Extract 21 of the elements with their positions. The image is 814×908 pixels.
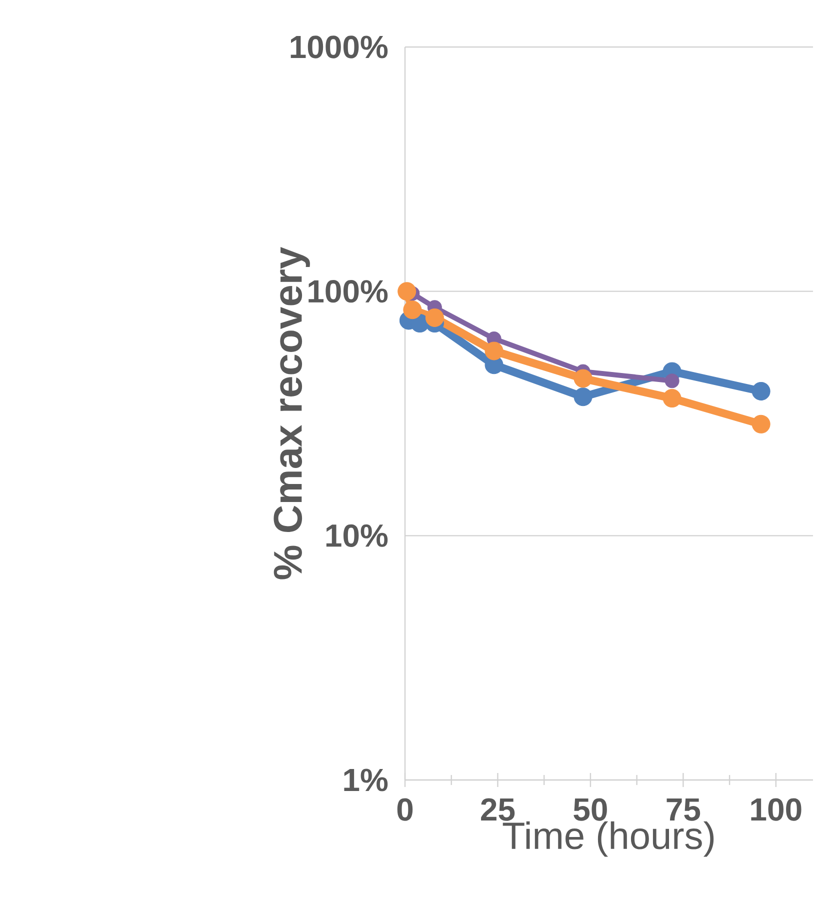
y-tick-label: 1000% xyxy=(291,36,388,58)
point xyxy=(752,382,771,400)
x-tick-label: 0 xyxy=(398,798,413,821)
point xyxy=(574,388,592,406)
x-axis-title: Time (hours) xyxy=(503,821,714,857)
x-tick-label: 50 xyxy=(574,798,608,821)
y-tick-label: 1% xyxy=(344,768,388,792)
y-tick-label: 10% xyxy=(326,524,388,547)
point xyxy=(663,389,682,408)
x-tick-label: 75 xyxy=(666,798,700,821)
point xyxy=(665,374,680,388)
point xyxy=(426,308,444,327)
point xyxy=(752,414,771,434)
point xyxy=(484,342,504,360)
y-axis-title: % Cmax recovery xyxy=(274,247,310,580)
point xyxy=(574,369,592,388)
point xyxy=(403,300,422,320)
point xyxy=(398,282,416,301)
x-tick-label: 25 xyxy=(481,798,515,821)
y-tick-label: 100% xyxy=(308,280,388,303)
x-tick-label: 100 xyxy=(751,798,802,821)
